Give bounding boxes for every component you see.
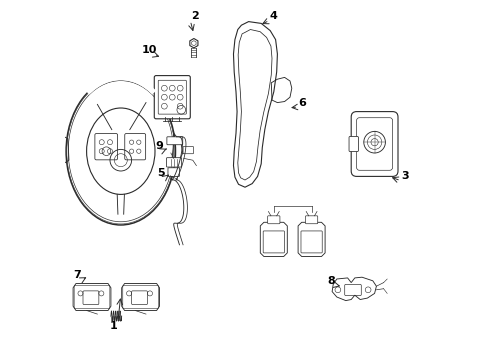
FancyBboxPatch shape [305,216,318,224]
FancyBboxPatch shape [125,134,146,160]
Polygon shape [73,284,111,310]
Text: 10: 10 [142,45,157,55]
Text: 6: 6 [299,98,307,108]
FancyBboxPatch shape [183,147,194,154]
Text: 5: 5 [158,168,165,178]
Text: 9: 9 [155,141,163,151]
Text: 1: 1 [110,321,118,331]
Ellipse shape [87,108,155,194]
FancyBboxPatch shape [95,134,118,160]
FancyBboxPatch shape [167,137,183,145]
FancyBboxPatch shape [154,76,190,119]
FancyBboxPatch shape [351,112,398,176]
Text: 3: 3 [401,171,409,181]
Text: 4: 4 [270,11,278,21]
Text: 2: 2 [191,11,198,21]
Polygon shape [332,277,376,301]
FancyBboxPatch shape [349,136,358,152]
Polygon shape [260,222,287,256]
Polygon shape [298,222,325,256]
FancyBboxPatch shape [268,216,280,224]
Polygon shape [122,284,160,310]
FancyBboxPatch shape [168,168,179,176]
Text: 7: 7 [74,270,81,280]
Text: 8: 8 [327,276,335,286]
FancyBboxPatch shape [167,158,182,167]
